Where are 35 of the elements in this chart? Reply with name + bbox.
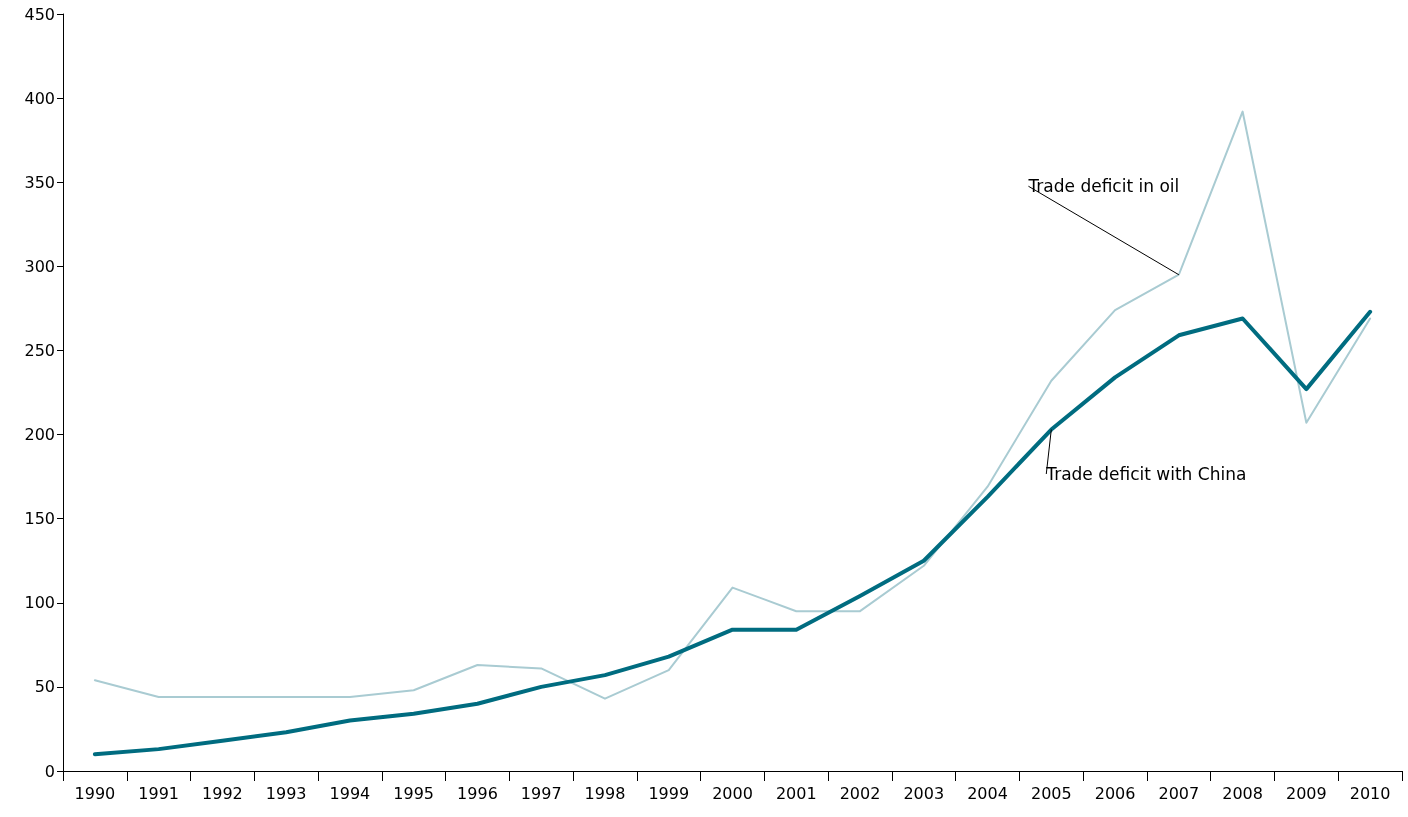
y-tick-label: 150	[24, 509, 55, 529]
x-tick-label: 2003	[903, 783, 945, 803]
y-tick-label: 100	[24, 593, 55, 613]
x-tick-label: 1998	[584, 783, 626, 803]
line-series	[92, 309, 1373, 757]
line-series	[93, 110, 1372, 700]
x-tick-label: 1995	[393, 783, 435, 803]
x-tick-label: 1993	[265, 783, 307, 803]
x-tick-label: 2007	[1158, 783, 1200, 803]
x-tick-label: 2010	[1349, 783, 1391, 803]
series-label: Trade deficit in oil	[1027, 176, 1180, 197]
y-tick-label: 0	[44, 761, 55, 781]
y-tick-label: 300	[24, 256, 55, 276]
x-tick-label: 1992	[202, 783, 243, 803]
x-tick-label: 1997	[520, 783, 562, 803]
x-tick-label: 2000	[712, 783, 753, 803]
x-tick-label: 2008	[1222, 783, 1263, 803]
x-tick-label: 2006	[1094, 783, 1136, 803]
x-tick-label: 1994	[329, 783, 371, 803]
y-tick-label: 400	[24, 88, 55, 108]
x-tick-label: 2002	[839, 783, 881, 803]
y-tick-label: 50	[34, 677, 55, 697]
y-tick-label: 250	[24, 340, 55, 360]
x-tick-label: 2005	[1030, 783, 1072, 803]
y-tick-label: 200	[24, 425, 55, 445]
series-label: Trade deficit with China	[1045, 464, 1247, 485]
x-tick-label: 1999	[648, 783, 690, 803]
x-tick-label: 1990	[74, 783, 116, 803]
x-tick-label: 1996	[457, 783, 498, 803]
x-tick-label: 2001	[775, 783, 817, 803]
x-tick-label: 2009	[1286, 783, 1327, 803]
x-tick-label: 1991	[138, 783, 179, 803]
y-tick-label: 350	[24, 172, 55, 192]
y-tick-label: 450	[24, 4, 55, 24]
x-tick-label: 2004	[967, 783, 1008, 803]
